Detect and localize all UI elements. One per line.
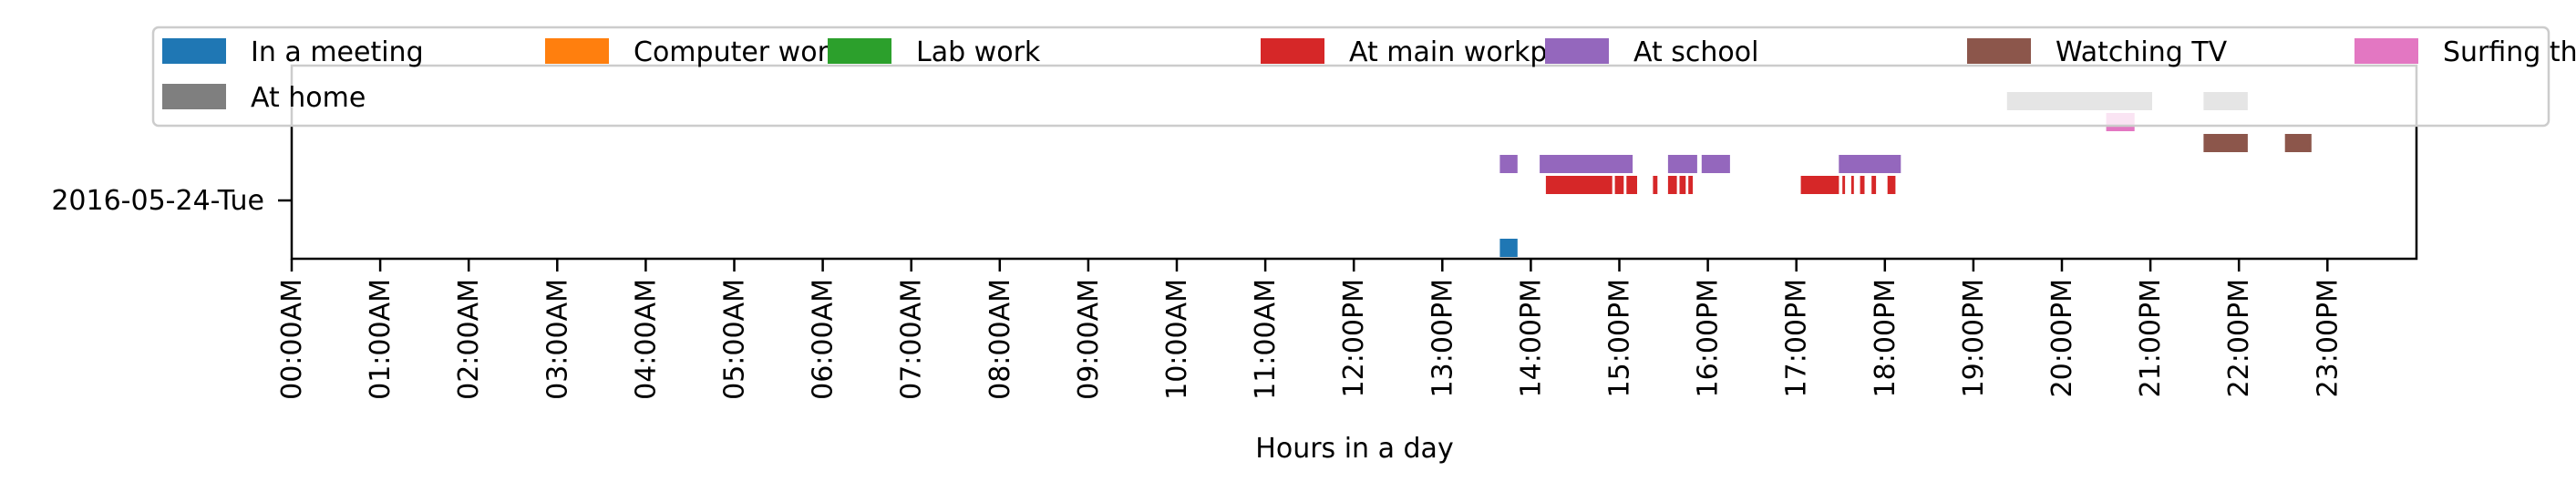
bar-at-main-workplace <box>1667 176 1677 194</box>
x-axis-label: Hours in a day <box>1255 433 1453 465</box>
bar-at-school <box>1667 155 1697 173</box>
x-tick-label: 18:00PM <box>1870 279 1901 397</box>
legend-label: Surfing the internet <box>2443 36 2576 68</box>
legend-swatch-surfing-the-internet <box>2354 38 2418 64</box>
y-axis: 2016-05-24-Tue <box>51 185 292 217</box>
bar-at-main-workplace <box>1679 176 1686 194</box>
bar-in-a-meeting <box>1499 239 1518 257</box>
bar-at-school <box>1499 155 1518 173</box>
x-tick-label: 11:00AM <box>1250 279 1282 400</box>
legend-swatch-lab-work <box>828 38 891 64</box>
x-tick-label: 02:00AM <box>453 279 485 400</box>
bar-at-main-workplace <box>1860 176 1865 194</box>
bar-at-main-workplace <box>1842 176 1846 194</box>
x-tick-label: 01:00AM <box>365 279 397 400</box>
bar-at-school <box>1540 155 1633 173</box>
x-tick-label: 04:00AM <box>630 279 662 400</box>
bar-at-school <box>1839 155 1901 173</box>
bar-at-main-workplace <box>1688 176 1694 194</box>
x-tick-label: 15:00PM <box>1604 279 1636 397</box>
x-tick-label: 16:00PM <box>1693 279 1725 397</box>
x-tick-label: 23:00PM <box>2312 279 2344 397</box>
legend-swatch-at-main-workplace <box>1261 38 1324 64</box>
legend: In a meeting Computer work Lab work At main… <box>151 26 2576 128</box>
legend-swatch-watching-tv <box>1967 38 2031 64</box>
legend-swatch-at-home <box>162 84 226 109</box>
bar-watching-tv <box>2203 134 2248 152</box>
x-tick-label: 21:00PM <box>2135 279 2167 397</box>
x-tick-label: 00:00AM <box>276 279 308 400</box>
bar-at-main-workplace <box>1653 176 1658 194</box>
legend-swatch-at-school <box>1545 38 1609 64</box>
bar-at-main-workplace <box>1850 176 1854 194</box>
x-tick-label: 03:00AM <box>541 279 573 400</box>
bar-at-main-workplace <box>1614 176 1624 194</box>
legend-label: At school <box>1633 36 1758 68</box>
x-tick-label: 06:00AM <box>808 279 840 400</box>
x-tick-label: 22:00PM <box>2223 279 2255 397</box>
x-tick-label: 10:00AM <box>1161 279 1193 400</box>
legend-label: Computer work <box>634 36 845 68</box>
legend-frame <box>151 26 2550 128</box>
y-tick-label-day: 2016-05-24-Tue <box>51 185 264 217</box>
x-tick-label: 13:00PM <box>1427 279 1458 397</box>
legend-label: Watching TV <box>2056 36 2228 68</box>
legend-label: At home <box>251 82 366 114</box>
x-tick-label: 08:00AM <box>984 279 1016 400</box>
x-tick-label: 17:00PM <box>1781 279 1813 397</box>
x-tick-label: 19:00PM <box>1958 279 1990 397</box>
bar-at-main-workplace <box>1545 176 1613 194</box>
x-tick-label: 09:00AM <box>1073 279 1105 400</box>
legend-swatch-in-a-meeting <box>162 38 226 64</box>
bar-at-main-workplace <box>1871 176 1877 194</box>
legend-label: In a meeting <box>251 36 424 68</box>
legend-swatch-computer-work <box>545 38 609 64</box>
legend-label: Lab work <box>916 36 1041 68</box>
x-tick-label: 12:00PM <box>1338 279 1370 397</box>
x-tick-label: 20:00PM <box>2046 279 2078 397</box>
bar-at-main-workplace <box>1626 176 1637 194</box>
x-tick-label: 07:00AM <box>896 279 928 400</box>
bar-at-main-workplace <box>1887 176 1896 194</box>
bar-at-main-workplace <box>1800 176 1839 194</box>
x-tick-label: 14:00PM <box>1515 279 1547 397</box>
bar-watching-tv <box>2284 134 2312 152</box>
x-tick-label: 05:00AM <box>719 279 751 400</box>
bar-at-school <box>1701 155 1730 173</box>
x-axis-ticks: 00:00AM 01:00AM 02:00AM 03:00AM 04:00AM 05:00… <box>276 259 2344 400</box>
